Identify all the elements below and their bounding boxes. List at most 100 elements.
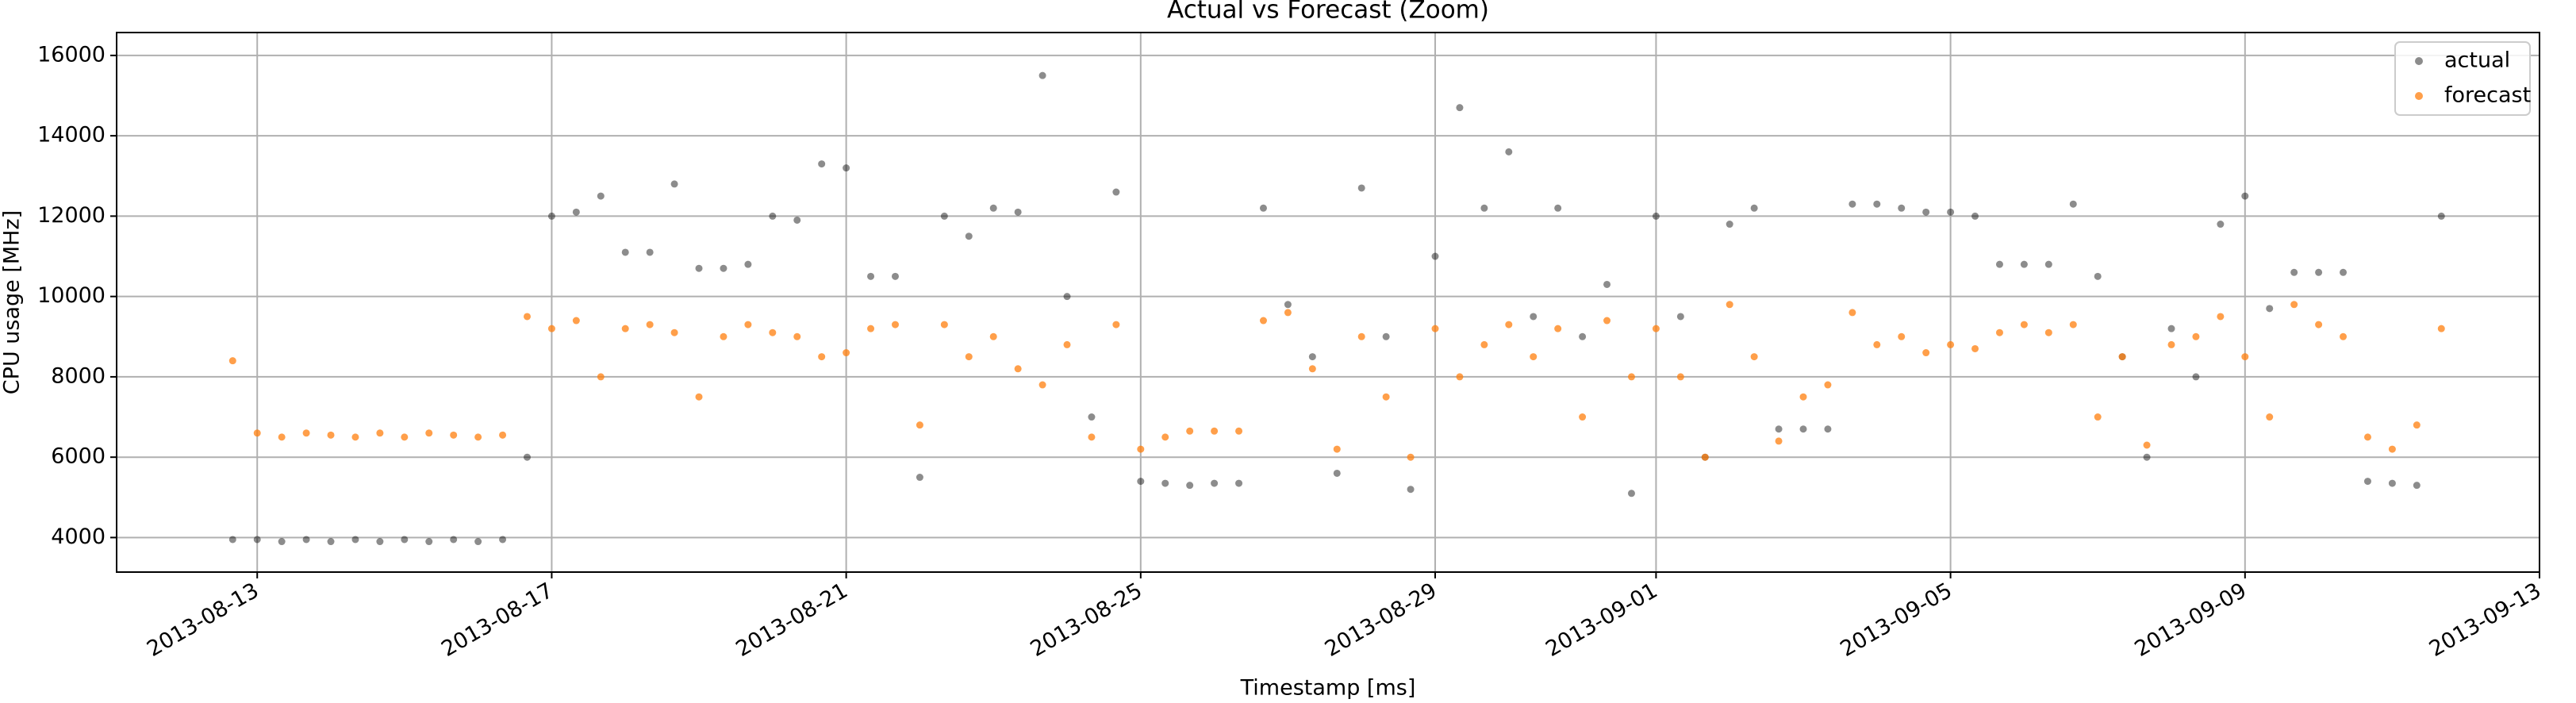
point <box>499 536 507 544</box>
point <box>1186 427 1194 435</box>
grid <box>117 33 2540 572</box>
point <box>2069 321 2077 328</box>
point <box>474 538 482 546</box>
point <box>1038 381 1046 389</box>
point <box>1161 479 1169 487</box>
y-tick-label: 14000 <box>37 123 106 148</box>
point <box>474 433 482 441</box>
point <box>867 325 875 332</box>
x-tick-label: 2013-08-17 <box>437 578 557 662</box>
point <box>547 325 555 332</box>
point <box>1652 325 1660 332</box>
point <box>1701 453 1709 461</box>
point <box>1014 365 1022 373</box>
point <box>2094 413 2102 421</box>
point <box>818 160 826 168</box>
point <box>1947 208 1955 216</box>
point <box>1505 148 1513 156</box>
point <box>1235 427 1243 435</box>
x-axis-label: Timestamp [ms] <box>1240 676 1416 701</box>
point <box>376 538 384 546</box>
point <box>2241 192 2249 200</box>
point <box>1824 381 1832 389</box>
point <box>2241 353 2249 361</box>
point <box>621 248 629 256</box>
x-tick-label: 2013-09-01 <box>1541 578 1661 662</box>
point <box>989 332 997 340</box>
point <box>1357 332 1365 340</box>
point <box>670 328 678 336</box>
point <box>1579 413 1587 421</box>
point <box>2217 221 2225 229</box>
point <box>2413 421 2421 429</box>
y-tick-label: 10000 <box>37 283 106 308</box>
x-tick-label: 2013-08-21 <box>731 578 851 662</box>
x-tick-label: 2013-09-09 <box>2131 578 2251 662</box>
point <box>843 349 850 357</box>
point <box>891 272 899 280</box>
point <box>2388 479 2396 487</box>
point <box>2192 332 2200 340</box>
point <box>2266 305 2274 313</box>
point <box>450 431 458 439</box>
point <box>891 321 899 328</box>
point <box>572 317 580 325</box>
point <box>940 321 948 328</box>
point <box>327 431 335 439</box>
point <box>1308 365 1316 373</box>
point <box>1898 204 1906 212</box>
point <box>1357 184 1365 192</box>
point <box>646 321 654 328</box>
point <box>2340 268 2348 276</box>
y-tick-label: 4000 <box>51 524 106 549</box>
series-0 <box>228 71 2445 546</box>
y-axis-label: CPU usage [MHz] <box>0 210 25 394</box>
point <box>1799 425 1807 433</box>
point <box>2363 433 2371 441</box>
point <box>1849 200 1856 208</box>
point <box>965 353 973 361</box>
point <box>1971 212 1979 220</box>
point <box>1873 340 1881 348</box>
point <box>1750 353 1758 361</box>
point <box>2363 478 2371 486</box>
x-tick-label: 2013-08-29 <box>1321 578 1441 662</box>
point <box>1824 425 1832 433</box>
point <box>1995 260 2003 268</box>
point <box>1603 317 1611 325</box>
point <box>646 248 654 256</box>
point <box>2413 482 2421 490</box>
point <box>1554 325 1562 332</box>
point <box>572 208 580 216</box>
point <box>1063 293 1071 301</box>
point <box>351 536 359 544</box>
x-tick-label: 2013-08-25 <box>1027 578 1146 662</box>
point <box>2020 321 2028 328</box>
y-tick-label: 8000 <box>51 363 106 388</box>
point <box>1849 309 1856 317</box>
point <box>1530 313 1538 321</box>
point <box>1995 328 2003 336</box>
point <box>2167 325 2175 332</box>
point <box>401 433 409 441</box>
point <box>1284 301 1292 309</box>
point <box>1456 373 1464 381</box>
point <box>2340 332 2348 340</box>
point <box>1259 204 1267 212</box>
point <box>2167 340 2175 348</box>
point <box>769 212 777 220</box>
point <box>1726 301 1733 309</box>
point <box>793 332 801 340</box>
point <box>1014 208 1022 216</box>
point <box>228 536 236 544</box>
y-tick-label: 16000 <box>37 42 106 67</box>
point <box>2143 453 2151 461</box>
point <box>744 260 752 268</box>
point <box>1530 353 1538 361</box>
point <box>818 353 826 361</box>
point <box>2437 325 2445 332</box>
point <box>1480 340 1488 348</box>
point <box>744 321 752 328</box>
point <box>1922 349 1930 357</box>
point <box>1211 479 1219 487</box>
